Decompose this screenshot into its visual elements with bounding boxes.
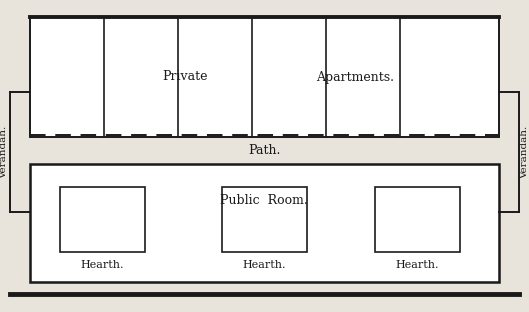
Text: Hearth.: Hearth. [80,260,124,270]
Text: Private: Private [162,71,208,84]
Text: Hearth.: Hearth. [395,260,439,270]
Text: Verandah.: Verandah. [0,125,8,179]
Bar [222,187,307,252]
Text: Hearth.: Hearth. [242,260,286,270]
Text: Apartments.: Apartments. [316,71,394,84]
Text: Public  Room.: Public Room. [220,194,308,207]
Text: Path.: Path. [248,144,280,158]
Bar [60,187,145,252]
Bar [30,164,499,282]
Bar [375,187,460,252]
Bar [30,17,499,137]
Text: Verandah.: Verandah. [521,125,529,179]
